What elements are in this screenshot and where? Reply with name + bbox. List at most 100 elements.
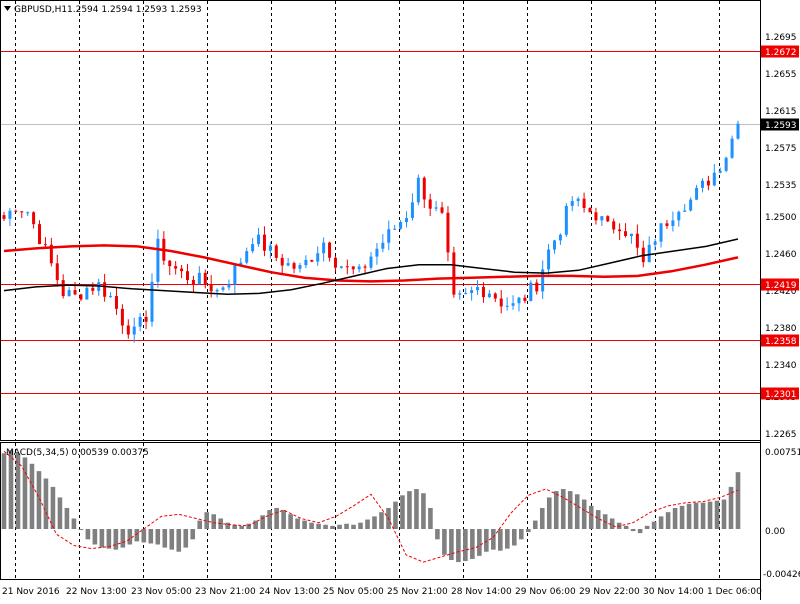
candle xyxy=(38,220,42,245)
candle xyxy=(85,285,89,300)
candle-body xyxy=(724,157,728,171)
candle xyxy=(168,260,172,276)
macd-bar xyxy=(302,520,307,529)
candle xyxy=(233,264,237,294)
candle xyxy=(689,197,693,212)
candle xyxy=(535,279,539,295)
macd-bar xyxy=(15,453,21,529)
candle-body xyxy=(570,200,574,206)
candle-body xyxy=(268,245,272,251)
candle xyxy=(541,260,545,299)
candle xyxy=(588,207,592,213)
macd-bar xyxy=(225,522,230,529)
macd-bar xyxy=(714,500,720,529)
macd-bar xyxy=(372,516,377,529)
candle xyxy=(245,247,249,265)
candle-body xyxy=(712,172,716,186)
candle-body xyxy=(14,210,18,212)
moving-average-black xyxy=(3,238,739,296)
candle-body xyxy=(375,248,379,257)
candle-body xyxy=(481,286,485,298)
candle xyxy=(363,264,367,275)
macd-bar xyxy=(595,510,601,529)
level-label-box xyxy=(761,45,799,58)
candle-body xyxy=(387,229,391,243)
candle-body xyxy=(399,222,403,229)
macd-tick: 0.00 xyxy=(765,527,785,537)
macd-bar xyxy=(679,505,685,529)
candle xyxy=(517,296,521,312)
macd-bar xyxy=(71,518,77,529)
candle-body xyxy=(600,216,604,221)
candle xyxy=(191,275,195,293)
macd-bar xyxy=(672,507,678,529)
triangle-down-icon[interactable] xyxy=(4,6,11,11)
candle xyxy=(606,215,610,223)
candle-body xyxy=(434,207,438,209)
price-tick: 1.2655 xyxy=(765,70,797,80)
candle-body xyxy=(393,228,397,230)
candle-body xyxy=(553,240,556,250)
candle-body xyxy=(523,297,527,301)
candle xyxy=(381,234,385,253)
macd-bar xyxy=(707,501,713,529)
macd-bar xyxy=(414,489,419,529)
candle-body xyxy=(695,187,699,200)
candle-body xyxy=(487,293,491,298)
candle xyxy=(387,220,391,251)
candle-body xyxy=(109,296,113,298)
macd-bar xyxy=(637,529,643,534)
candle xyxy=(724,156,728,173)
candle xyxy=(298,262,302,273)
candle-body xyxy=(32,212,36,225)
candlestick-series xyxy=(2,120,740,343)
macd-bar xyxy=(484,529,489,552)
candle xyxy=(677,210,681,227)
macd-bar xyxy=(295,518,300,529)
candle xyxy=(464,287,468,295)
candle xyxy=(499,290,503,314)
candle-body xyxy=(594,212,598,221)
candle-body xyxy=(683,210,687,212)
candle xyxy=(706,175,710,191)
candle-body xyxy=(635,233,639,248)
candle xyxy=(91,282,95,295)
macd-bar xyxy=(588,505,594,529)
candle xyxy=(659,222,663,248)
candle xyxy=(511,295,515,310)
candle xyxy=(150,273,154,327)
candle-body xyxy=(416,177,420,203)
ohlc-readout: 1.2594 1.2594 1.2593 1.2593 xyxy=(67,5,202,15)
macd-bar xyxy=(421,493,426,529)
candle xyxy=(20,211,24,219)
candle xyxy=(14,209,18,213)
candle xyxy=(434,200,438,212)
candle xyxy=(67,286,71,297)
candle xyxy=(712,163,716,187)
macd-bar xyxy=(574,494,580,529)
candle-body xyxy=(328,242,332,258)
candle xyxy=(292,261,296,274)
candle xyxy=(470,286,474,301)
candle-body xyxy=(576,198,580,201)
macd-bar xyxy=(721,499,727,529)
candle-body xyxy=(511,303,515,306)
candle-body xyxy=(665,223,669,227)
macd-bar xyxy=(253,520,258,529)
candle xyxy=(553,239,556,254)
candle xyxy=(156,229,160,288)
price-tick: 1.2420 xyxy=(765,287,797,297)
candle-body xyxy=(180,268,184,272)
macd-bar xyxy=(162,529,168,548)
candle xyxy=(138,313,142,332)
time-tick: 22 Nov 13:00 xyxy=(66,587,127,597)
candle xyxy=(582,192,586,213)
candle-body xyxy=(103,282,107,297)
candle xyxy=(493,292,497,303)
candle-body xyxy=(529,282,533,301)
candle-body xyxy=(333,257,337,268)
level-label-box xyxy=(761,387,799,400)
candle-body xyxy=(351,266,355,270)
candle-body xyxy=(458,293,462,295)
